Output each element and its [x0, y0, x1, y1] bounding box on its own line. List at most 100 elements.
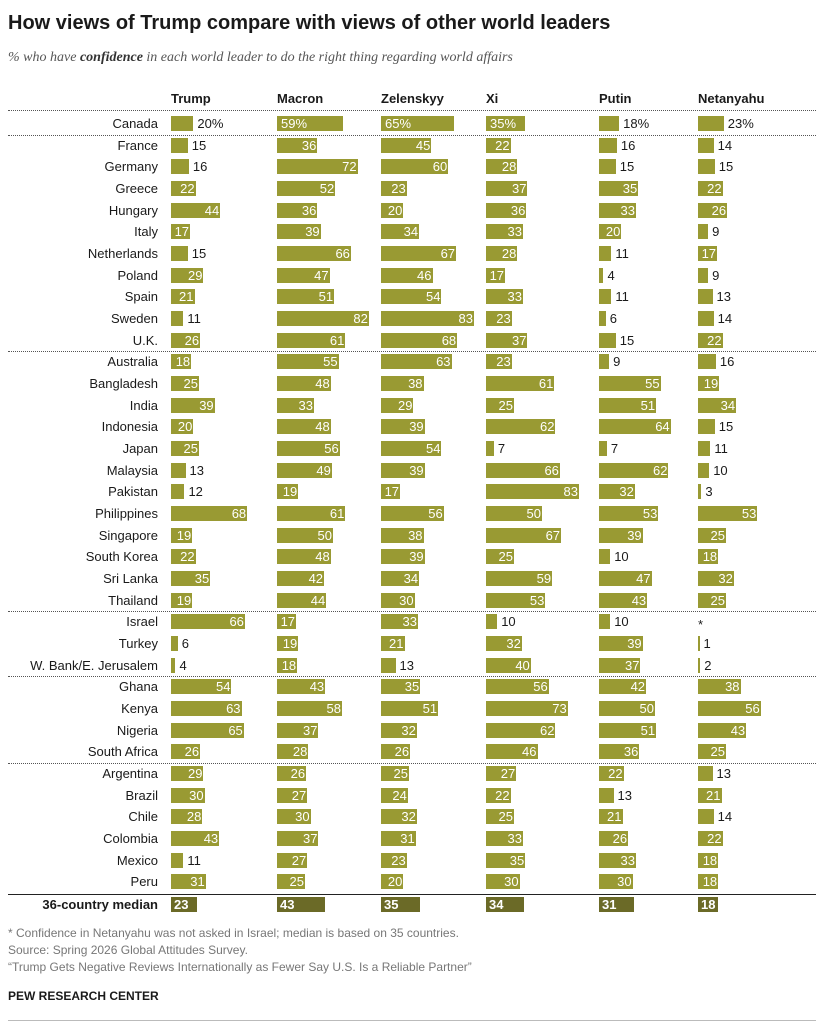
bar-trump-mexico: [171, 852, 184, 868]
value-label-xi-w-bank-e-jerusalem: 40: [515, 657, 530, 673]
value-label-zelenskyy-indonesia: 39: [409, 419, 424, 435]
bar-netanyahu-italy: [698, 224, 709, 240]
value-label-trump-japan: 25: [183, 441, 198, 457]
country-label-ghana: Ghana: [118, 679, 158, 695]
value-label-putin-mexico: 33: [620, 852, 635, 868]
country-label-malaysia: Malaysia: [106, 462, 158, 478]
value-label-netanyahu-sweden: 14: [717, 311, 733, 327]
bar-putin-australia: [599, 354, 610, 370]
bar-putin-peru: [599, 874, 633, 890]
bar-trump-israel: [171, 614, 245, 630]
group-divider: [8, 763, 816, 765]
value-label-netanyahu-japan: 11: [714, 441, 728, 457]
value-label-putin-india: 51: [640, 397, 656, 413]
bar-zelenskyy-sweden: [381, 311, 474, 327]
bar-xi-kenya: [486, 701, 568, 717]
bar-putin-sri-lanka: [599, 571, 652, 587]
bar-xi-bangladesh: [486, 376, 555, 392]
bar-xi-italy: [486, 224, 523, 240]
value-label-putin-italy: 20: [605, 224, 621, 240]
bar-zelenskyy-pakistan: [381, 484, 401, 500]
bar-macron-canada: [277, 116, 344, 131]
value-label-xi-spain: 33: [507, 289, 522, 305]
footnote-source: Source: Spring 2026 Global Attitudes Sur…: [8, 943, 248, 957]
bar-putin-colombia: [599, 831, 629, 847]
value-label-zelenskyy-south-korea: 39: [409, 549, 424, 565]
subtitle-suffix: in each world leader to do the right thi…: [142, 50, 513, 65]
value-label-putin-south-africa: 36: [623, 744, 639, 760]
bar-netanyahu-sweden: [698, 311, 714, 327]
value-label-zelenskyy-netherlands: 67: [440, 246, 456, 262]
bar-trump-spain: [171, 289, 195, 305]
bar-xi-spain: [486, 289, 523, 305]
value-label-macron-thailand: 44: [310, 592, 326, 608]
bar-xi-singapore: [486, 527, 562, 543]
bar-putin-nigeria: [599, 722, 657, 738]
value-label-macron-brazil: 27: [291, 787, 307, 803]
bar-xi-argentina: [486, 766, 517, 782]
bar-zelenskyy-poland: [381, 267, 433, 283]
value-label-xi-kenya: 73: [552, 701, 567, 717]
country-label-south-africa: South Africa: [87, 744, 158, 760]
country-label-kenya: Kenya: [121, 701, 158, 717]
value-label-putin-sweden: 6: [609, 311, 617, 327]
bar-macron-south-korea: [277, 549, 331, 565]
subtitle-emphasis: confidence: [79, 50, 143, 65]
bar-putin-spain: [599, 289, 612, 305]
organization-credit: PEW RESEARCH CENTER: [8, 989, 159, 1003]
bar-macron-nigeria: [277, 722, 319, 738]
value-label-trump-india: 39: [199, 397, 214, 413]
value-label-macron-australia: 55: [323, 354, 338, 370]
value-label-putin-argentina: 22: [608, 766, 623, 782]
value-label-netanyahu-thailand: 25: [710, 592, 725, 608]
bar-zelenskyy-nigeria: [381, 722, 417, 738]
value-label-netanyahu-peru: 18: [702, 874, 718, 890]
value-label-putin-sri-lanka: 47: [636, 571, 651, 587]
bar-netanyahu-median: [698, 897, 719, 913]
value-label-zelenskyy-u-k: 68: [441, 332, 457, 348]
value-label-macron-italy: 39: [305, 224, 320, 240]
bar-trump-south-korea: [171, 549, 196, 565]
value-label-trump-sweden: 11: [187, 311, 201, 327]
value-label-netanyahu-philippines: 53: [741, 506, 757, 522]
bar-netanyahu-south-korea: [698, 549, 719, 565]
bar-xi-indonesia: [486, 419, 556, 435]
bar-macron-italy: [277, 224, 321, 240]
value-label-netanyahu-bangladesh: 19: [703, 376, 719, 392]
bar-netanyahu-thailand: [698, 592, 726, 608]
bar-trump-japan: [171, 441, 199, 457]
value-label-zelenskyy-spain: 54: [426, 289, 441, 305]
value-label-zelenskyy-hungary: 20: [387, 202, 403, 218]
value-label-putin-turkey: 39: [627, 636, 642, 652]
bar-xi-japan: [486, 441, 494, 457]
bar-xi-india: [486, 397, 514, 413]
value-label-xi-japan: 7: [497, 441, 506, 457]
bar-trump-australia: [171, 354, 192, 370]
bar-netanyahu-poland: [698, 267, 709, 283]
bar-xi-pakistan: [486, 484, 579, 500]
value-label-macron-argentina: 26: [290, 766, 306, 782]
value-label-netanyahu-greece: 22: [707, 181, 722, 196]
value-label-trump-australia: 18: [175, 354, 191, 370]
bar-zelenskyy-peru: [381, 874, 404, 890]
bar-zelenskyy-chile: [381, 809, 417, 825]
value-label-zelenskyy-south-africa: 26: [394, 744, 410, 760]
value-label-putin-greece: 35: [622, 181, 638, 196]
bar-trump-sweden: [171, 311, 184, 327]
bar-netanyahu-malaysia: [698, 462, 710, 478]
value-label-trump-israel: 66: [229, 614, 244, 630]
bar-macron-germany: [277, 159, 358, 175]
bar-macron-hungary: [277, 202, 318, 218]
column-header-zelenskyy: Zelenskyy: [381, 91, 444, 106]
bar-zelenskyy-spain: [381, 289, 442, 305]
bar-netanyahu-france: [698, 137, 714, 153]
country-label-indonesia: Indonesia: [101, 419, 158, 435]
value-label-zelenskyy-singapore: 38: [408, 527, 423, 543]
bar-xi-brazil: [486, 787, 511, 803]
value-label-putin-brazil: 13: [617, 787, 633, 803]
value-label-zelenskyy-israel: 33: [402, 614, 417, 630]
country-label-argentina: Argentina: [102, 766, 158, 782]
value-label-trump-median: 23: [174, 897, 189, 913]
value-label-zelenskyy-peru: 20: [387, 874, 403, 890]
bar-trump-france: [171, 137, 188, 153]
